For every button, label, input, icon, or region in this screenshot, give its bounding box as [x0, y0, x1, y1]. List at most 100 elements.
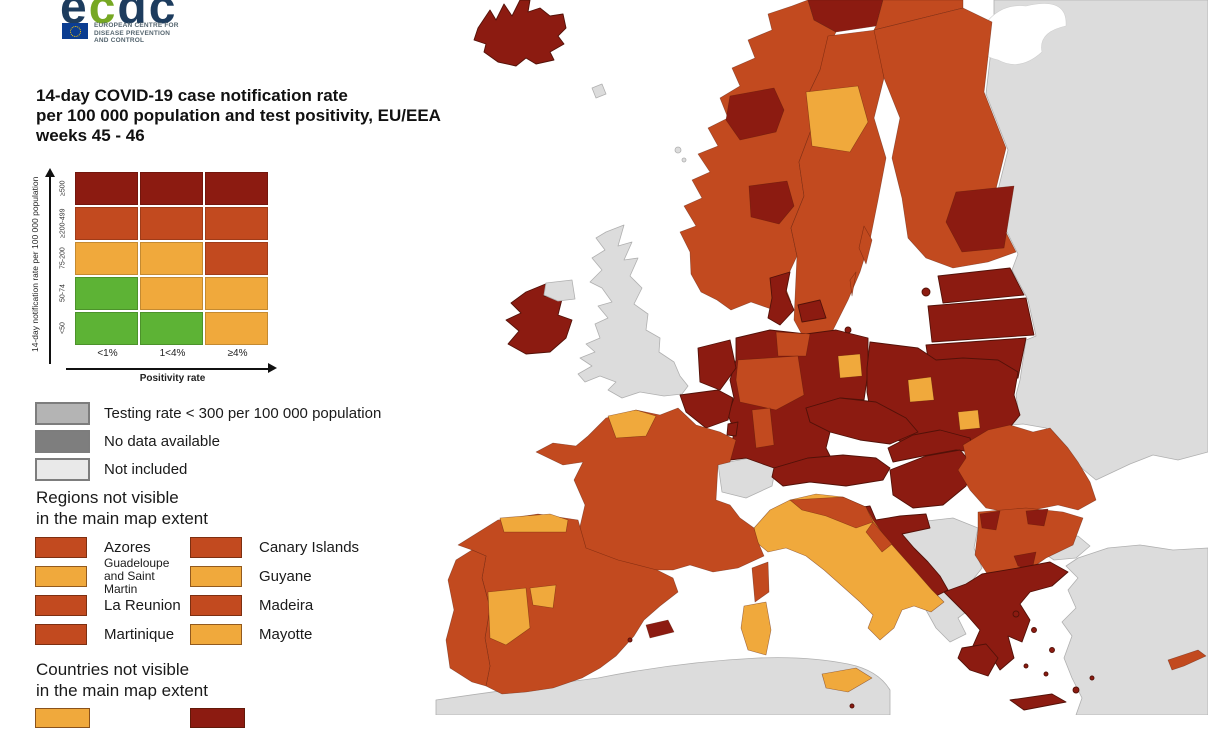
map-region-norway-oslo-area	[748, 180, 795, 225]
region-swatch-0	[35, 536, 87, 558]
matrix-cell-r4c1	[140, 312, 203, 345]
region-label-7: Mayotte	[259, 625, 313, 643]
regions-section-header: Regions not visible in the main map exte…	[36, 487, 208, 529]
map-region-peloponnese	[957, 643, 999, 677]
matrix-cell-r2c1	[140, 242, 203, 275]
region-label-4: La Reunion	[104, 596, 181, 614]
map-region-latvia	[927, 297, 1035, 343]
map-white-sea	[975, 3, 1067, 65]
map-region-hungary	[889, 449, 974, 509]
matrix-cell-r1c0	[75, 207, 138, 240]
region-item-6: Martinique	[35, 620, 190, 648]
matrix-cell-r2c0	[75, 242, 138, 275]
ecdc-org-line1: EUROPEAN CENTRE FOR	[94, 22, 179, 29]
map-region-germany-northwest	[735, 355, 805, 411]
matrix-y-axis-label: 14-day notification rate per 100 000 pop…	[30, 176, 40, 352]
map-region-portugal	[445, 549, 491, 687]
ecdc-logo-letter-2: d	[117, 0, 149, 34]
region-swatch-7	[190, 623, 242, 645]
status-swatch-2	[35, 457, 90, 481]
region-item-5: Madeira	[190, 591, 359, 619]
map-region-sardinia	[740, 601, 772, 656]
y-axis-arrowhead-icon	[45, 168, 55, 177]
matrix-row-label-1: ≥200-499	[59, 208, 67, 239]
region-swatch-3	[190, 565, 242, 587]
matrix-cell-r0c0	[75, 172, 138, 205]
map-region-aegean-island	[1023, 663, 1029, 669]
map-region-aegean-island	[1049, 647, 1055, 653]
status-swatch-0	[35, 401, 90, 425]
status-legend-row-0: Testing rate < 300 per 100 000 populatio…	[35, 399, 381, 427]
region-label-6: Martinique	[104, 625, 175, 643]
map-region-northern-ireland	[543, 279, 576, 302]
page-title: 14-day COVID-19 case notification rate p…	[36, 86, 441, 146]
region-item-2: Guadeloupe and Saint Martin	[35, 556, 190, 595]
country-item-1	[190, 704, 262, 732]
map-region-czechia	[805, 397, 919, 445]
ecdc-org-line3: AND CONTROL	[94, 37, 145, 44]
matrix-cell-r2c2	[205, 242, 268, 275]
matrix-legend: 14-day notification rate per 100 000 pop…	[30, 166, 286, 391]
matrix-row-label-0: ≥500	[59, 180, 67, 197]
map-region-rhodes	[1072, 686, 1080, 694]
regions-header-line1: Regions not visible	[36, 488, 179, 507]
map-region-denmark-jutland	[767, 271, 795, 326]
map-region-poland-west-patch	[907, 376, 935, 403]
region-swatch-2	[35, 565, 87, 587]
map-region-italy-adriatic	[865, 521, 893, 553]
countries-header-line1: Countries not visible	[36, 660, 190, 679]
map-region-shetland	[681, 157, 687, 163]
country-item-0	[35, 704, 190, 732]
region-item-1: Canary Islands	[190, 533, 359, 561]
map-region-balearics	[645, 619, 675, 639]
map-region-france-normandy	[607, 409, 657, 439]
map-region-belgium	[679, 389, 734, 429]
matrix-col-label-2: ≥4%	[227, 348, 248, 359]
map-region-corsica	[751, 561, 770, 603]
region-item-3: Guyane	[190, 562, 359, 590]
region-item-7: Mayotte	[190, 620, 359, 648]
matrix-cell-r3c0	[75, 277, 138, 310]
europe-map	[378, 0, 1208, 716]
matrix-col-label-1: 1<4%	[159, 348, 186, 359]
map-region-turkey	[1061, 544, 1208, 716]
matrix-grid	[75, 172, 268, 345]
map-region-cyprus	[1167, 649, 1207, 671]
map-region-austria	[771, 454, 891, 487]
regions-header-line2: in the main map extent	[36, 509, 208, 528]
ecdc-logo-letter-1: c	[88, 0, 118, 34]
map-region-aegean-island	[1012, 610, 1020, 618]
matrix-col-label-0: <1%	[97, 348, 118, 359]
map-region-spain-north-coast	[499, 513, 569, 533]
title-line3: weeks 45 - 46	[36, 126, 145, 145]
map-region-norway-finnmark	[807, 0, 884, 33]
map-region-malta	[849, 703, 855, 709]
status-legend-row-1: No data available	[35, 427, 381, 455]
region-swatch-5	[190, 594, 242, 616]
map-region-faroe-islands	[591, 83, 607, 99]
matrix-row-label-3: 50-74	[59, 284, 67, 303]
eu-stars-ring-icon	[69, 25, 81, 37]
map-region-gotland	[858, 225, 873, 265]
x-axis-arrow	[66, 368, 270, 370]
map-region-bulgaria-north	[1025, 508, 1049, 527]
map-region-iceland	[473, 0, 567, 67]
map-region-germany-berlin-area	[837, 353, 863, 379]
country-swatch-0	[35, 708, 90, 728]
region-label-2: Guadeloupe and Saint Martin	[104, 555, 170, 596]
matrix-cell-r3c1	[140, 277, 203, 310]
region-swatch-1	[190, 536, 242, 558]
map-region-poland-north-patch	[957, 409, 981, 431]
regions-legend: Azores Canary Islands Guadeloupe and Saint…	[35, 533, 359, 648]
matrix-row-labels: ≥500 ≥200-499 75-200 50-74 <50	[56, 172, 70, 345]
region-label-0: Azores	[104, 538, 151, 556]
map-region-shetland	[674, 146, 682, 154]
region-label-5: Madeira	[259, 596, 314, 614]
map-region-norway-trondelag	[725, 87, 785, 141]
ecdc-org-name: EUROPEAN CENTRE FOR DISEASE PREVENTION A…	[94, 22, 179, 45]
countries-header-line2: in the main map extent	[36, 681, 208, 700]
status-label-1: No data available	[104, 432, 220, 450]
matrix-row-label-2: 75-200	[59, 247, 67, 270]
matrix-cell-r4c0	[75, 312, 138, 345]
map-region-sicily	[821, 667, 873, 693]
